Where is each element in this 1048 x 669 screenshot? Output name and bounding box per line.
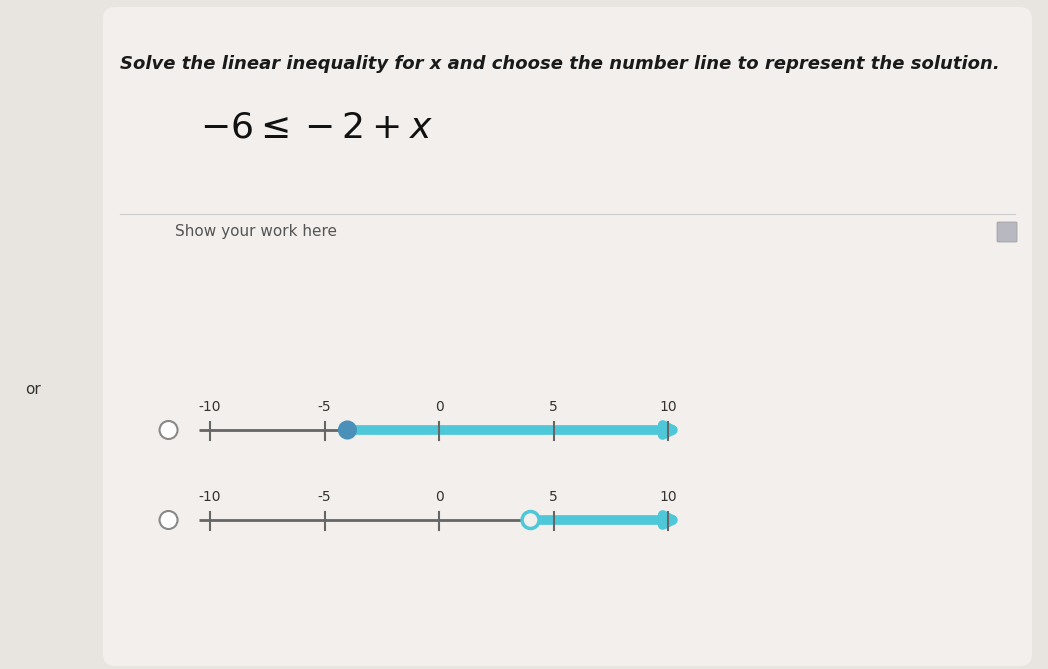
Circle shape [159,421,177,439]
Text: -10: -10 [199,490,221,504]
Text: Show your work here: Show your work here [175,224,337,239]
Text: -5: -5 [318,400,331,414]
Text: 0: 0 [435,490,443,504]
Text: 10: 10 [659,490,677,504]
FancyBboxPatch shape [103,7,1032,666]
Circle shape [159,511,177,529]
Text: $-6 \leq -2 + x$: $-6 \leq -2 + x$ [200,111,433,145]
Text: 10: 10 [659,400,677,414]
Text: Solve the linear inequality for x and choose the number line to represent the so: Solve the linear inequality for x and ch… [121,55,1000,73]
Text: -5: -5 [318,490,331,504]
Circle shape [522,512,539,529]
FancyBboxPatch shape [997,222,1017,242]
Circle shape [339,421,356,438]
Text: or: or [25,381,41,397]
Text: 5: 5 [549,490,558,504]
Text: -10: -10 [199,400,221,414]
Text: 5: 5 [549,400,558,414]
Text: 0: 0 [435,400,443,414]
